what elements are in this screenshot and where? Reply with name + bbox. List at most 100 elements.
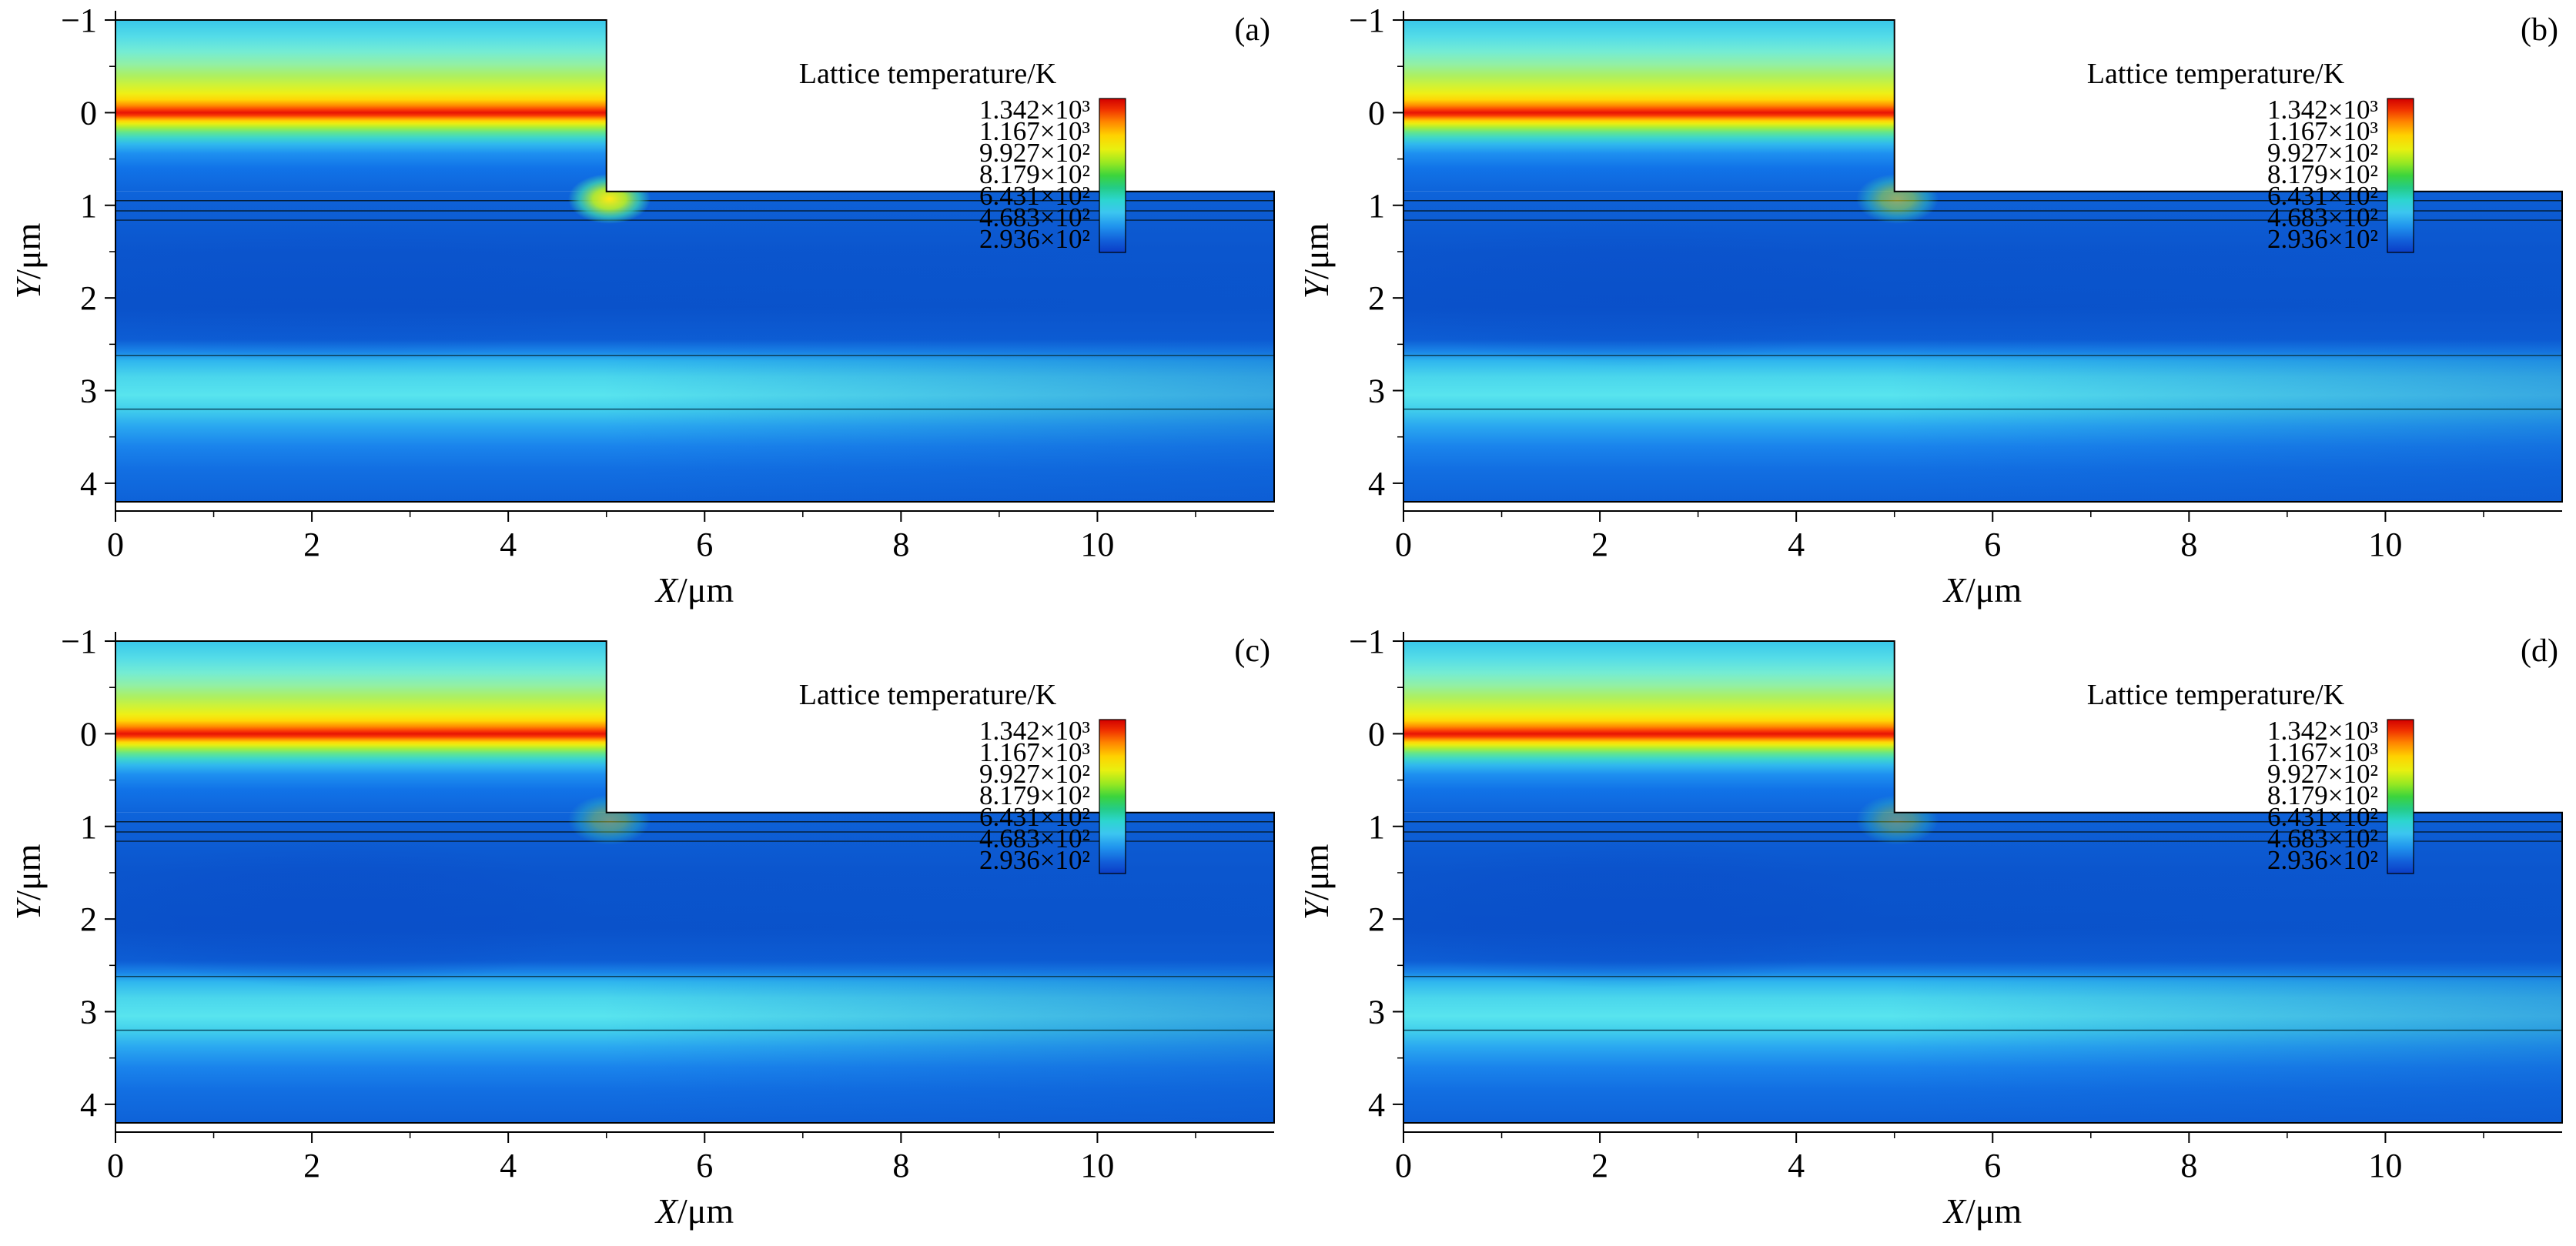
legend-label: 8.179×10² bbox=[979, 159, 1090, 189]
panel-letter: (c) bbox=[1234, 633, 1270, 669]
axes: 0 2 4 6 8 10 −1 0 1 2 3 4 X/μm Y/μm bbox=[1296, 2, 2562, 610]
legend-title: Lattice temperature/K bbox=[799, 679, 1057, 711]
panel-d-plot: 0 2 4 6 8 10 −1 0 1 2 3 4 X/μm Y/μm Lattice temperatur… bbox=[1288, 621, 2576, 1242]
y-tick-label: 3 bbox=[80, 994, 97, 1031]
y-tick-label: 0 bbox=[1368, 715, 1385, 753]
legend-title: Lattice temperature/K bbox=[2087, 679, 2345, 711]
legend-label: 1.342×10³ bbox=[979, 95, 1090, 125]
legend-label: 6.431×10² bbox=[2267, 181, 2378, 211]
y-tick-label: −1 bbox=[1349, 623, 1385, 660]
x-tick-label: 2 bbox=[1591, 526, 1608, 563]
colorbar bbox=[1099, 719, 1126, 874]
legend-label: 9.927×10² bbox=[2267, 759, 2378, 789]
legend-label: 1.167×10³ bbox=[979, 737, 1090, 767]
colorbar bbox=[1099, 98, 1126, 253]
x-tick-label: 10 bbox=[1080, 1147, 1114, 1184]
legend-label: 1.167×10³ bbox=[2267, 737, 2378, 767]
y-axis-label: Y/μm bbox=[1296, 222, 1336, 299]
y-tick-label: 3 bbox=[1368, 994, 1385, 1031]
legend-label: 1.342×10³ bbox=[979, 716, 1090, 746]
x-tick-label: 6 bbox=[1984, 1147, 2001, 1184]
right-side-fade bbox=[115, 191, 1274, 502]
panel-c-plot: 0 2 4 6 8 10 −1 0 1 2 3 4 X/μm Y/μm Lattice temperatur… bbox=[0, 621, 1288, 1242]
y-tick-label: 2 bbox=[80, 279, 97, 317]
legend-label: 4.683×10² bbox=[2267, 823, 2378, 853]
y-tick-label: 2 bbox=[1368, 900, 1385, 938]
legend-label: 9.927×10² bbox=[2267, 138, 2378, 168]
x-tick-label: 4 bbox=[1788, 1147, 1805, 1184]
panel-letter: (a) bbox=[1234, 12, 1270, 48]
y-tick-label: 0 bbox=[1368, 94, 1385, 132]
panel-letter: (b) bbox=[2521, 12, 2558, 48]
temperature-field bbox=[115, 20, 1274, 502]
y-axis-label: Y/μm bbox=[1296, 843, 1336, 920]
panel-a: 0 2 4 6 8 10 −1 0 1 2 3 4 X/μm Y/μm Lattice temperatur… bbox=[0, 0, 1288, 621]
legend-label: 1.167×10³ bbox=[2267, 116, 2378, 146]
legend: Lattice temperature/K 1.342×10³1.167×10³9… bbox=[2087, 679, 2414, 875]
y-axis-label: Y/μm bbox=[8, 222, 48, 299]
legend-label: 6.431×10² bbox=[2267, 802, 2378, 832]
legend-label: 1.167×10³ bbox=[979, 116, 1090, 146]
axes: 0 2 4 6 8 10 −1 0 1 2 3 4 X/μm Y/μm bbox=[8, 2, 1274, 610]
y-tick-label: 0 bbox=[80, 94, 97, 132]
legend-label: 8.179×10² bbox=[2267, 159, 2378, 189]
y-tick-label: 1 bbox=[80, 187, 97, 225]
x-axis-label: X/μm bbox=[1942, 1191, 2022, 1231]
y-tick-label: 1 bbox=[1368, 187, 1385, 225]
x-tick-label: 4 bbox=[500, 1147, 517, 1184]
legend-label: 6.431×10² bbox=[979, 802, 1090, 832]
x-tick-label: 6 bbox=[1984, 526, 2001, 563]
legend-label: 4.683×10² bbox=[979, 823, 1090, 853]
axes: 0 2 4 6 8 10 −1 0 1 2 3 4 X/μm Y/μm bbox=[1296, 623, 2562, 1231]
y-tick-label: −1 bbox=[61, 623, 97, 660]
legend-label: 1.342×10³ bbox=[2267, 716, 2378, 746]
y-tick-label: 1 bbox=[1368, 808, 1385, 846]
y-tick-label: 2 bbox=[1368, 279, 1385, 317]
temperature-field bbox=[115, 641, 1274, 1123]
ridge-region bbox=[115, 20, 607, 192]
y-tick-label: 4 bbox=[80, 465, 97, 503]
x-tick-label: 10 bbox=[2368, 526, 2402, 563]
axes: 0 2 4 6 8 10 −1 0 1 2 3 4 X/μm Y/μm bbox=[8, 623, 1274, 1231]
legend: Lattice temperature/K 1.342×10³1.167×10³9… bbox=[799, 58, 1126, 254]
legend-label: 4.683×10² bbox=[2267, 202, 2378, 232]
right-side-fade bbox=[1403, 191, 2562, 502]
y-axis-label: Y/μm bbox=[8, 843, 48, 920]
legend: Lattice temperature/K 1.342×10³1.167×10³9… bbox=[799, 679, 1126, 875]
legend-label: 4.683×10² bbox=[979, 202, 1090, 232]
x-tick-label: 2 bbox=[303, 526, 320, 563]
colorbar bbox=[2387, 98, 2414, 253]
x-tick-label: 6 bbox=[696, 526, 713, 563]
panel-a-plot: 0 2 4 6 8 10 −1 0 1 2 3 4 X/μm Y/μm Lattice temperatur… bbox=[0, 0, 1288, 621]
y-tick-label: 3 bbox=[80, 372, 97, 410]
y-tick-label: −1 bbox=[61, 2, 97, 39]
panel-letter: (d) bbox=[2521, 633, 2558, 669]
panel-b-plot: 0 2 4 6 8 10 −1 0 1 2 3 4 X/μm Y/μm Lattice temperatur… bbox=[1288, 0, 2576, 621]
y-tick-label: 2 bbox=[80, 900, 97, 938]
legend: Lattice temperature/K 1.342×10³1.167×10³9… bbox=[2087, 58, 2414, 254]
y-tick-label: 1 bbox=[80, 808, 97, 846]
legend-label: 9.927×10² bbox=[979, 759, 1090, 789]
x-tick-label: 8 bbox=[2180, 526, 2197, 563]
colorbar bbox=[2387, 719, 2414, 874]
ridge-region bbox=[115, 641, 607, 813]
legend-label: 8.179×10² bbox=[979, 780, 1090, 810]
x-tick-label: 2 bbox=[303, 1147, 320, 1184]
y-tick-label: 4 bbox=[1368, 465, 1385, 503]
y-tick-label: 4 bbox=[80, 1086, 97, 1124]
x-axis-label: X/μm bbox=[1942, 570, 2022, 610]
y-tick-label: 0 bbox=[80, 715, 97, 753]
x-tick-label: 0 bbox=[1395, 526, 1412, 563]
x-axis-label: X/μm bbox=[654, 1191, 734, 1231]
legend-label: 2.936×10² bbox=[2267, 224, 2378, 254]
right-side-fade bbox=[1403, 812, 2562, 1123]
legend-label: 2.936×10² bbox=[979, 845, 1090, 875]
legend-title: Lattice temperature/K bbox=[2087, 58, 2345, 90]
legend-label: 2.936×10² bbox=[2267, 845, 2378, 875]
y-tick-label: 3 bbox=[1368, 372, 1385, 410]
x-tick-label: 2 bbox=[1591, 1147, 1608, 1184]
temperature-field bbox=[1403, 641, 2562, 1123]
x-tick-label: 0 bbox=[107, 526, 124, 563]
x-tick-label: 4 bbox=[500, 526, 517, 563]
x-tick-label: 8 bbox=[892, 1147, 909, 1184]
